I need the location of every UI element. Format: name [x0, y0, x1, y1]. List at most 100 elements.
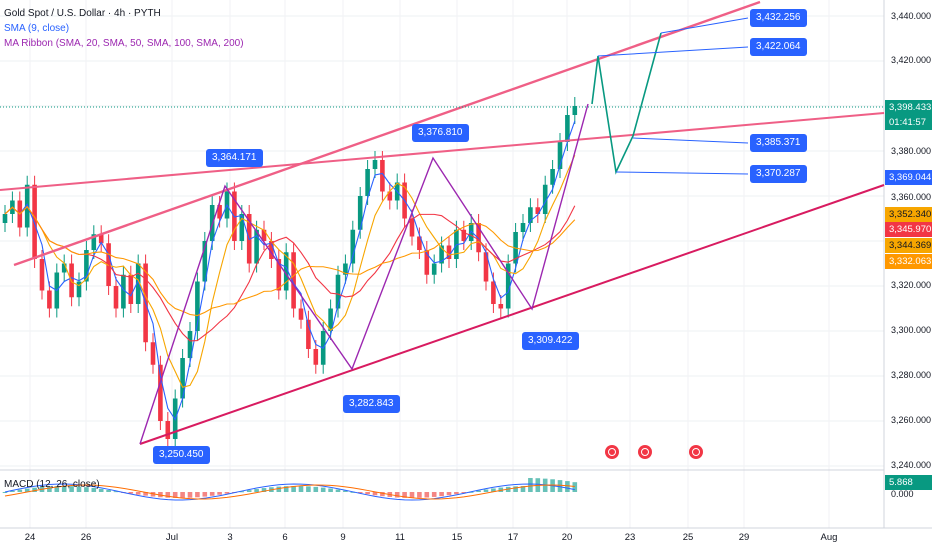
candle-body — [84, 250, 89, 282]
macd-bar — [47, 486, 52, 492]
candle-body — [121, 274, 126, 309]
swing-low-label[interactable]: 3,309.422 — [522, 332, 579, 350]
candle-body — [328, 308, 333, 331]
bar-countdown: 01:41:57 — [885, 115, 932, 130]
x-tick: 6 — [282, 532, 288, 543]
macd-bar — [343, 490, 348, 492]
candle-body — [61, 263, 67, 273]
macd-bar — [468, 491, 474, 493]
swing-low-label[interactable]: 3,282.843 — [343, 395, 400, 413]
candle-body — [350, 229, 356, 264]
x-tick: 26 — [80, 532, 92, 543]
y-tick: 3,280.000 — [891, 370, 932, 380]
macd-bar — [24, 488, 30, 492]
candle-body — [483, 252, 489, 282]
candle-body — [291, 252, 296, 309]
macd-bar — [17, 489, 23, 492]
symbol-title[interactable]: Gold Spot / U.S. Dollar · 4h · PYTH — [4, 8, 161, 19]
macd-bar — [128, 492, 134, 494]
swing-high-label[interactable]: 3,364.171 — [206, 149, 263, 167]
y-tick: 3,440.000 — [891, 11, 932, 21]
macd-bar — [106, 489, 111, 492]
macd-bar — [98, 488, 104, 492]
x-tick: 15 — [451, 532, 463, 543]
y-tick: 3,380.000 — [891, 146, 932, 156]
y-tick: 3,420.000 — [891, 55, 932, 65]
candle-body — [439, 245, 444, 264]
macd-bar — [461, 492, 467, 493]
candle-body — [135, 263, 141, 304]
candle-body — [128, 274, 134, 304]
macd-bar — [439, 492, 444, 497]
economic-event-icon[interactable] — [689, 445, 703, 459]
macd-bar — [239, 491, 245, 493]
macd-bar — [424, 492, 430, 498]
current-price-label: 3,398.433 — [885, 100, 932, 115]
candle-body — [431, 263, 437, 275]
macd-bar — [84, 487, 89, 492]
macd-bar — [2, 492, 8, 493]
sma-legend[interactable]: SMA (9, close) — [4, 23, 70, 34]
candle-body — [446, 245, 452, 259]
macd-bar — [454, 492, 459, 495]
economic-event-icon[interactable] — [638, 445, 652, 459]
swing-high-label[interactable]: 3,376.810 — [412, 124, 469, 142]
x-tick: 3 — [227, 532, 233, 543]
candle-body — [165, 421, 171, 439]
candle-body — [461, 229, 467, 241]
macd-bar — [513, 486, 518, 492]
macd-bar — [283, 486, 289, 492]
candle-body — [283, 252, 289, 291]
y-tick: 0.000 — [891, 489, 914, 499]
x-tick: 24 — [24, 532, 36, 543]
macd-bar — [276, 486, 282, 492]
signal-line — [4, 484, 575, 500]
macd-legend[interactable]: MACD (12, 26, close) — [4, 479, 100, 490]
candle-body — [313, 349, 319, 365]
macd-bar — [76, 486, 82, 492]
macd-bar — [298, 486, 304, 492]
candle-body — [276, 259, 282, 291]
ma-ribbon-legend[interactable]: MA Ribbon (SMA, 20, SMA, 50, SMA, 100, S… — [4, 38, 244, 49]
macd-bar — [320, 487, 326, 492]
target-label[interactable]: 3,422.064 — [750, 38, 807, 56]
candle-body — [98, 234, 104, 244]
ma100-value-label: 3,344.369 — [885, 238, 932, 253]
x-tick: 11 — [395, 532, 405, 543]
target-connector — [597, 46, 749, 57]
macd-bar — [483, 489, 489, 492]
macd-bar — [69, 486, 74, 492]
candle-body — [505, 263, 511, 309]
level-label[interactable]: 3,370.287 — [750, 165, 807, 183]
macd-bar — [350, 491, 356, 493]
target-label[interactable]: 3,432.256 — [750, 9, 807, 27]
macd-bar — [135, 492, 141, 495]
swing-low-label[interactable]: 3,250.450 — [153, 446, 210, 464]
candle-body — [565, 115, 570, 142]
macd-bar — [328, 488, 333, 492]
candle-body — [269, 241, 274, 259]
macd-bar — [165, 492, 171, 498]
candle-body — [417, 236, 422, 250]
economic-event-icon[interactable] — [605, 445, 619, 459]
level-label[interactable]: 3,385.371 — [750, 134, 807, 152]
candle-body — [550, 169, 555, 185]
candle-body — [476, 223, 481, 253]
macd-bar — [417, 492, 422, 498]
macd-bar — [10, 490, 15, 492]
macd-bar — [180, 492, 185, 498]
sma-value-label: 3,369.044 — [885, 170, 932, 185]
macd-bar — [498, 487, 504, 492]
macd-bar — [61, 486, 67, 492]
macd-bar — [91, 487, 97, 492]
macd-bar — [394, 492, 400, 498]
candle-body — [158, 364, 163, 421]
macd-bar — [313, 486, 319, 492]
candle-body — [491, 281, 496, 304]
level-connector — [632, 137, 749, 144]
x-tick: 25 — [682, 532, 694, 543]
candle-body — [365, 169, 370, 196]
macd-bar — [402, 492, 407, 498]
